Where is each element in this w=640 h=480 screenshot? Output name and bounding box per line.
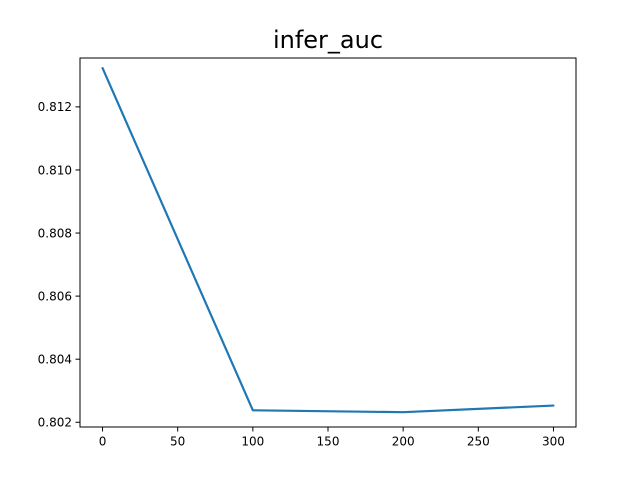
series-line (101, 66, 555, 414)
x-tick-label: 300 (542, 435, 565, 449)
y-tick-label: 0.810 (38, 163, 72, 177)
y-tick-label: 0.808 (38, 226, 72, 240)
y-axis: 0.802 0.804 0.806 0.808 0.810 0.812 (38, 100, 80, 430)
y-tick-label: 0.802 (38, 416, 72, 430)
x-tick-label: 50 (170, 435, 185, 449)
chart-title: infer_auc (273, 26, 383, 54)
y-tick-label: 0.806 (38, 289, 72, 303)
y-tick-label: 0.812 (38, 100, 72, 114)
series-layer (101, 66, 555, 414)
x-tick-label: 0 (99, 435, 107, 449)
x-tick-label: 250 (467, 435, 490, 449)
y-tick-label: 0.804 (38, 352, 72, 366)
x-axis: 0 50 100 150 200 250 300 (99, 427, 565, 449)
x-tick-label: 200 (392, 435, 415, 449)
plot-area-frame (79, 57, 577, 428)
x-tick-label: 150 (317, 435, 340, 449)
x-tick-label: 100 (241, 435, 264, 449)
